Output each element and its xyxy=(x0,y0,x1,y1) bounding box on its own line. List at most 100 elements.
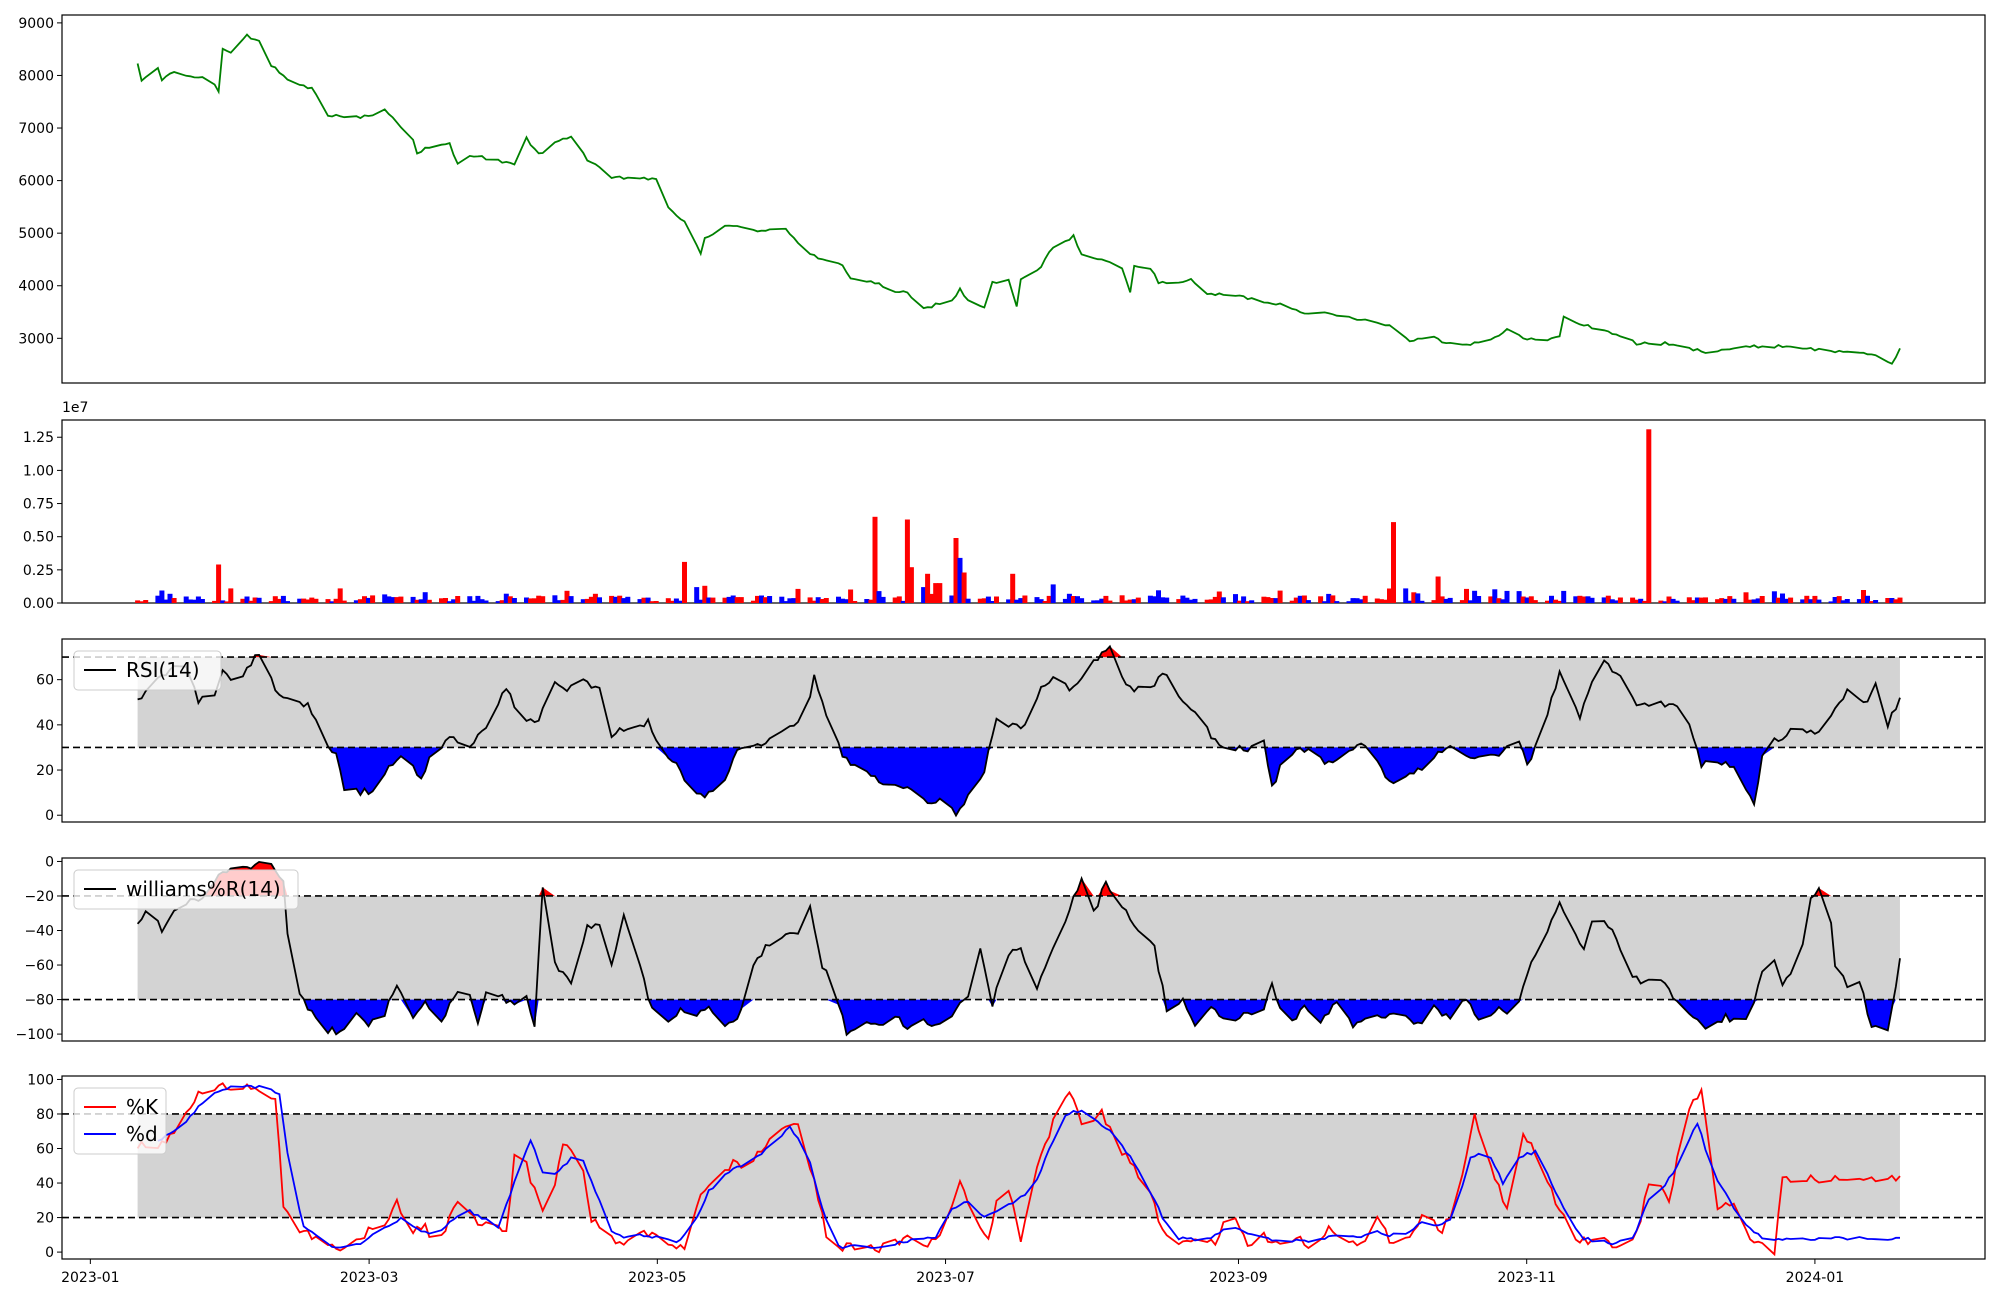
volume-bar xyxy=(1273,598,1279,603)
volume-bar xyxy=(199,599,205,603)
volume-bar xyxy=(908,567,914,603)
rsi-oversold-fill xyxy=(137,747,1901,816)
volume-bar xyxy=(341,600,347,603)
volume-bar xyxy=(730,595,736,603)
volume-bar xyxy=(1277,590,1283,603)
williams-ytick-label: −40 xyxy=(24,924,54,940)
volume-bar xyxy=(366,597,371,603)
volume-bar xyxy=(1808,599,1814,603)
volume-bar xyxy=(844,599,850,603)
volume-bar xyxy=(386,596,392,603)
volume-bar xyxy=(1293,597,1299,603)
volume-bar xyxy=(410,596,416,603)
volume-bar xyxy=(592,593,598,603)
volume-bar xyxy=(1743,592,1749,603)
volume-bar xyxy=(1066,593,1072,603)
volume-bar xyxy=(1435,576,1441,603)
price-ytick-label: 9000 xyxy=(18,16,54,32)
volume-bar xyxy=(276,598,282,603)
price-ytick-label: 4000 xyxy=(18,279,54,295)
volume-bar xyxy=(791,598,797,603)
volume-bar xyxy=(507,596,513,603)
volume-bar xyxy=(1099,598,1105,603)
volume-bar xyxy=(1690,600,1696,603)
volume-bar xyxy=(1674,600,1680,603)
volume-bar xyxy=(738,597,744,603)
volume-bar xyxy=(1301,595,1307,603)
volume-bar xyxy=(580,599,586,603)
williams-oversold-fill xyxy=(137,999,1901,1035)
volume-bar xyxy=(953,538,959,603)
volume-bar xyxy=(1147,595,1153,603)
volume-bar xyxy=(1382,599,1388,603)
volume-bar xyxy=(1006,599,1012,603)
volume-bar xyxy=(244,596,250,603)
volume-bar xyxy=(1346,601,1352,603)
volume-bar xyxy=(139,601,145,603)
volume-bar xyxy=(726,596,732,603)
volume-bar xyxy=(1520,596,1526,603)
volume-bar xyxy=(1856,599,1862,603)
rsi-ytick-label: 20 xyxy=(36,763,54,779)
volume-bar xyxy=(382,594,388,603)
volume-bar xyxy=(301,598,307,603)
volume-bar xyxy=(1553,599,1559,603)
volume-bar xyxy=(1609,599,1615,603)
volume-bar xyxy=(1516,591,1522,603)
volume-bar xyxy=(1488,596,1494,603)
volume-bar xyxy=(1010,573,1016,603)
volume-bar xyxy=(896,596,902,603)
volume-bar xyxy=(1897,597,1903,603)
volume-bar xyxy=(422,592,428,603)
stochastic-ytick-label: 0 xyxy=(45,1245,54,1261)
volume-bar xyxy=(1188,599,1194,603)
volume-bar xyxy=(1788,597,1794,603)
volume-bar xyxy=(1062,598,1068,603)
volume-bar xyxy=(1123,600,1129,603)
volume-bar xyxy=(1528,596,1534,603)
price-series-line xyxy=(136,33,1901,365)
volume-bar xyxy=(568,596,574,603)
volume-bar xyxy=(228,588,234,603)
williams-ytick-label: 0 xyxy=(45,854,54,870)
volume-bar xyxy=(892,597,898,603)
volume-bar xyxy=(552,595,558,603)
volume-bar xyxy=(1861,590,1866,603)
volume-bar xyxy=(1828,601,1834,603)
volume-axes-frame xyxy=(61,419,1986,604)
volume-bar xyxy=(1439,596,1445,603)
x-tick-label: 2023-09 xyxy=(1209,1270,1268,1286)
volume-bar xyxy=(1192,598,1198,603)
rsi-band-fill xyxy=(137,657,1900,748)
volume-bar xyxy=(649,601,655,603)
volume-bar xyxy=(1723,598,1729,603)
volume-bar xyxy=(807,597,813,603)
volume-bar xyxy=(852,601,858,603)
volume-bar xyxy=(212,600,218,603)
stochastic-ytick-label: 100 xyxy=(27,1072,54,1088)
volume-bar xyxy=(353,600,359,603)
volume-bar xyxy=(617,595,623,603)
volume-bar xyxy=(1403,588,1409,603)
rsi-overbought-fill xyxy=(137,646,1901,658)
volume-bar xyxy=(1269,598,1275,603)
volume-bar xyxy=(665,598,671,603)
x-tick-label: 2023-11 xyxy=(1497,1270,1556,1286)
volume-bar xyxy=(1249,600,1255,603)
volume-bar xyxy=(1504,590,1510,603)
volume-bar xyxy=(1350,598,1356,603)
x-tick-label: 2024-01 xyxy=(1786,1270,1845,1286)
volume-bar xyxy=(1698,597,1704,603)
volume-bar xyxy=(1804,595,1810,603)
volume-bar xyxy=(163,599,169,603)
volume-bar xyxy=(1374,598,1380,603)
volume-bar xyxy=(1601,597,1607,603)
volume-bar xyxy=(1747,599,1753,603)
volume-bar xyxy=(1038,599,1044,603)
volume-bar xyxy=(511,598,517,603)
volume-bar xyxy=(418,599,424,603)
volume-bar xyxy=(811,600,817,603)
stochastic-series-line xyxy=(157,1084,1900,1250)
volume-bar xyxy=(1334,601,1340,603)
